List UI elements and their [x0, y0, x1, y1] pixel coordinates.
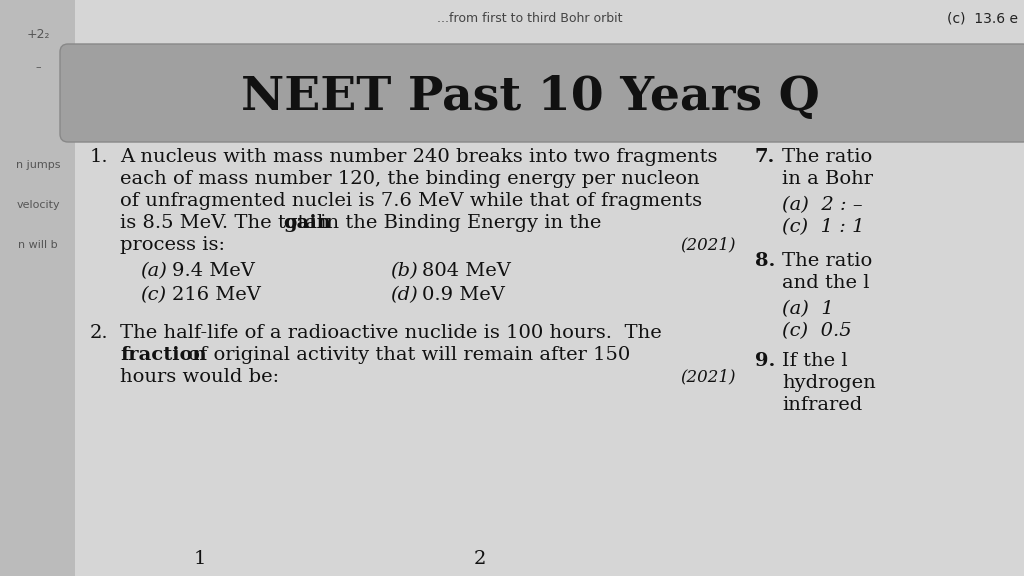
Text: If the l: If the l [782, 352, 848, 370]
Text: of original activity that will remain after 150: of original activity that will remain af… [182, 346, 631, 364]
FancyBboxPatch shape [60, 44, 1024, 142]
Text: 9.: 9. [755, 352, 775, 370]
Text: –: – [35, 62, 41, 72]
Text: (2021): (2021) [680, 368, 735, 385]
Text: infrared: infrared [782, 396, 862, 414]
Text: 804 MeV: 804 MeV [422, 262, 511, 280]
Text: hydrogen: hydrogen [782, 374, 876, 392]
Text: n jumps: n jumps [15, 160, 60, 170]
Text: (b): (b) [390, 262, 418, 280]
Text: gain: gain [283, 214, 331, 232]
Text: hours would be:: hours would be: [120, 368, 280, 386]
Text: in a Bohr: in a Bohr [782, 170, 873, 188]
Text: fraction: fraction [120, 346, 207, 364]
Text: 7.: 7. [755, 148, 775, 166]
Text: of unfragmented nuclei is 7.6 MeV while that of fragments: of unfragmented nuclei is 7.6 MeV while … [120, 192, 702, 210]
Text: NEET Past 10 Years Q: NEET Past 10 Years Q [241, 74, 819, 120]
Text: 2.: 2. [90, 324, 109, 342]
Text: 8.: 8. [755, 252, 775, 270]
Text: (a)  1: (a) 1 [782, 300, 834, 318]
Text: +2₂: +2₂ [27, 28, 50, 41]
Text: (c)  0.5: (c) 0.5 [782, 322, 852, 340]
Text: (a)  2 : –: (a) 2 : – [782, 196, 862, 214]
Text: 9.4 MeV: 9.4 MeV [172, 262, 255, 280]
Text: (a): (a) [140, 262, 167, 280]
Text: in the Binding Energy in the: in the Binding Energy in the [314, 214, 601, 232]
FancyBboxPatch shape [0, 0, 75, 576]
Text: The ratio: The ratio [782, 148, 872, 166]
Text: and the l: and the l [782, 274, 869, 292]
Text: 1.: 1. [90, 148, 109, 166]
Text: (c): (c) [140, 286, 166, 304]
Text: (2021): (2021) [680, 236, 735, 253]
Text: The half-life of a radioactive nuclide is 100 hours.  The: The half-life of a radioactive nuclide i… [120, 324, 662, 342]
Text: is 8.5 MeV. The total: is 8.5 MeV. The total [120, 214, 330, 232]
Text: The ratio: The ratio [782, 252, 872, 270]
Text: (c)  1 : 1: (c) 1 : 1 [782, 218, 864, 236]
Text: (c)  13.6 e: (c) 13.6 e [947, 12, 1018, 26]
Text: ...from first to third Bohr orbit: ...from first to third Bohr orbit [437, 12, 623, 25]
Text: 216 MeV: 216 MeV [172, 286, 261, 304]
Text: 0.9 MeV: 0.9 MeV [422, 286, 505, 304]
Text: process is:: process is: [120, 236, 225, 254]
Text: n will b: n will b [18, 240, 57, 250]
Text: velocity: velocity [16, 200, 59, 210]
Text: A nucleus with mass number 240 breaks into two fragments: A nucleus with mass number 240 breaks in… [120, 148, 718, 166]
Text: each of mass number 120, the binding energy per nucleon: each of mass number 120, the binding ene… [120, 170, 699, 188]
Text: 2: 2 [474, 550, 486, 568]
Text: 1: 1 [194, 550, 206, 568]
Text: (d): (d) [390, 286, 418, 304]
